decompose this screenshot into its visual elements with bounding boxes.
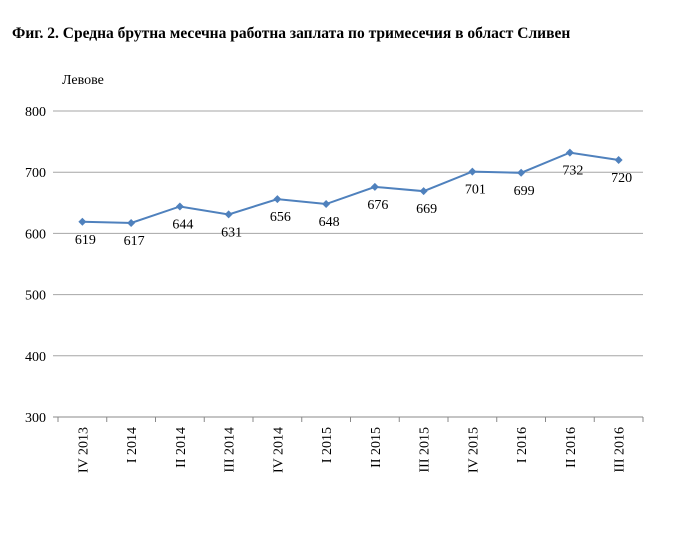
- data-point: [370, 182, 379, 191]
- data-label: 676: [367, 198, 388, 213]
- data-point: [175, 202, 184, 211]
- x-tick-label: III 2016: [613, 427, 628, 473]
- y-tick-label: 800: [25, 105, 46, 120]
- x-tick-label: I 2016: [515, 427, 530, 463]
- data-point: [78, 217, 87, 226]
- data-label: 669: [416, 202, 437, 217]
- data-label: 720: [611, 171, 632, 186]
- data-point: [322, 200, 331, 209]
- x-tick-label: I 2014: [125, 427, 140, 463]
- chart-title: Фиг. 2. Средна брутна месечна работна за…: [12, 25, 571, 42]
- data-label: 644: [172, 217, 193, 232]
- data-label: 656: [270, 210, 291, 225]
- y-axis-label: Левове: [62, 73, 104, 88]
- x-tick-label: IV 2015: [466, 427, 481, 473]
- x-tick-label: II 2016: [564, 427, 579, 468]
- series-line: [82, 151, 619, 225]
- y-tick-label: 400: [25, 350, 46, 365]
- data-point: [224, 210, 233, 219]
- data-point: [614, 155, 623, 164]
- data-label: 732: [562, 164, 583, 179]
- data-label: 699: [514, 184, 535, 199]
- data-point: [273, 195, 282, 204]
- x-tick-label: II 2014: [174, 427, 189, 468]
- x-tick-label: III 2015: [418, 427, 433, 473]
- y-tick-label: 300: [25, 411, 46, 426]
- x-tick-label: II 2015: [369, 427, 384, 468]
- data-label: 648: [319, 215, 340, 230]
- x-tick-label: IV 2014: [271, 427, 286, 473]
- x-tick-label: IV 2013: [76, 427, 91, 473]
- data-point: [127, 218, 136, 227]
- data-label: 619: [75, 233, 96, 248]
- data-point: [565, 148, 574, 157]
- y-tick-label: 700: [25, 166, 46, 181]
- y-tick-label: 500: [25, 289, 46, 304]
- data-point: [517, 168, 526, 177]
- x-tick-label: III 2014: [223, 427, 238, 473]
- data-point: [468, 167, 477, 176]
- data-label: 701: [465, 183, 486, 198]
- y-tick-label: 600: [25, 227, 46, 242]
- data-label: 631: [221, 225, 242, 240]
- x-tick-label: I 2015: [320, 427, 335, 463]
- data-label: 617: [124, 234, 145, 249]
- data-point: [419, 187, 428, 196]
